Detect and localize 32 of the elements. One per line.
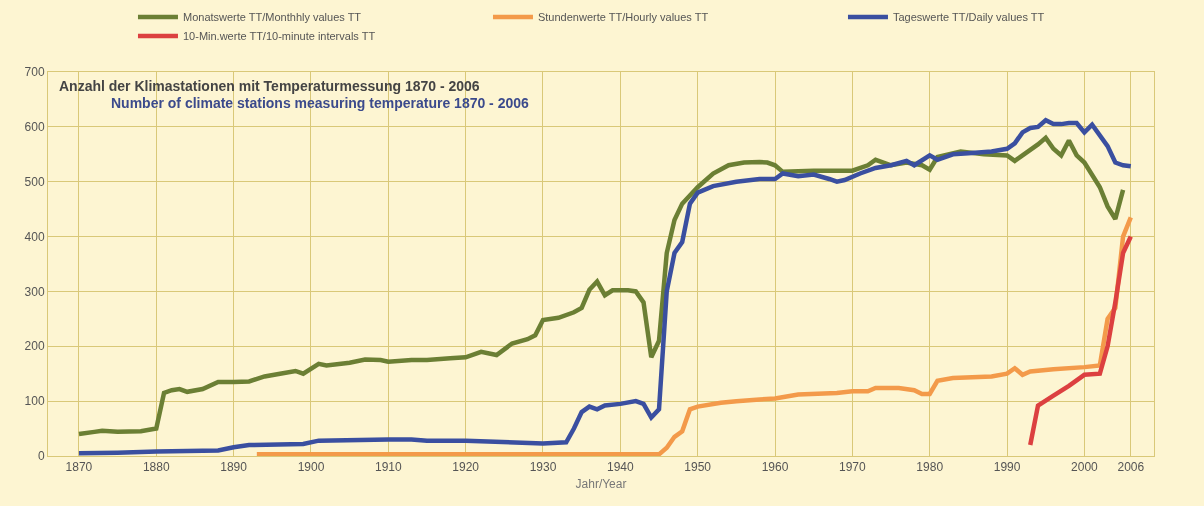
x-tick-label: 1950 xyxy=(684,460,712,475)
legend-label: Stundenwerte TT/Hourly values TT xyxy=(537,11,709,24)
x-tick-label: 1940 xyxy=(606,460,635,475)
legend-label: 10-Min.werte TT/10-minute intervals TT xyxy=(182,30,376,43)
x-tick-label: 1890 xyxy=(220,460,248,475)
line-series xyxy=(1028,234,1134,448)
y-tick-label: 500 xyxy=(24,174,45,189)
y-tick-label: 200 xyxy=(24,339,45,354)
text: Number of climate stations measuring temperature 1870 - 2006 xyxy=(111,95,530,111)
line-series xyxy=(254,215,1134,456)
y-tick-label: 0 xyxy=(37,449,45,464)
x-tick-label: 1990 xyxy=(993,460,1021,475)
y-tick-label: 300 xyxy=(24,284,45,299)
legend-label: Monatswerte TT/Monthhly values TT xyxy=(182,11,362,24)
x-tick-label: 1970 xyxy=(839,460,867,475)
y-tick-label: 600 xyxy=(24,120,45,135)
x-tick-label: 1900 xyxy=(297,460,325,475)
x-tick-label: 1880 xyxy=(142,460,170,475)
x-tick-label: 1910 xyxy=(374,460,402,475)
y-tick-label: 400 xyxy=(24,229,45,244)
legend-label: Tageswerte TT/Daily values TT xyxy=(892,11,1045,24)
x-tick-label: 2000 xyxy=(1071,460,1099,475)
x-tick-label: 2006 xyxy=(1117,460,1145,475)
x-tick-label: 1960 xyxy=(761,460,789,475)
x-tick-label: 1980 xyxy=(916,460,944,475)
x-tick-label: 1870 xyxy=(65,460,93,475)
x-tick-label: 1930 xyxy=(529,460,557,475)
x-axis-title: Jahr/Year xyxy=(575,477,627,492)
x-tick-label: 1920 xyxy=(452,460,480,475)
y-tick-label: 700 xyxy=(24,65,45,80)
y-tick-label: 100 xyxy=(24,394,45,409)
text: Anzahl der Klimastationen mit Temperaturmessung 1870 - 2006 xyxy=(59,78,480,94)
